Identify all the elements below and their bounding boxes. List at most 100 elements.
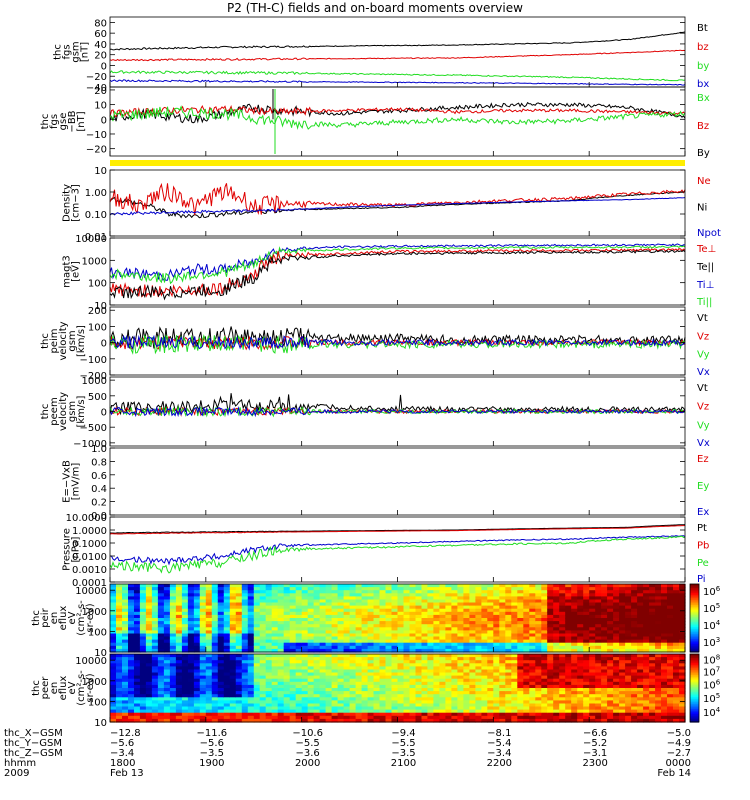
peer-cell: [559, 688, 566, 692]
peir-cell: [559, 642, 566, 647]
peer-cell: [493, 654, 500, 658]
peir-cell: [277, 614, 285, 619]
peir-cell: [637, 621, 644, 625]
peer-cell: [649, 703, 656, 708]
peer-cell: [283, 672, 291, 677]
peer-cell: [433, 672, 440, 677]
peer-cell: [355, 706, 363, 711]
peir-cell: [367, 587, 375, 591]
peir-cell: [343, 596, 351, 601]
peer-cell: [134, 712, 141, 717]
peir-cell: [343, 630, 351, 635]
peir-cell: [343, 590, 351, 594]
peir-cell: [565, 645, 572, 650]
peer-cell: [241, 715, 249, 720]
peir-cell: [187, 608, 195, 613]
peir-cell: [601, 618, 608, 622]
fgs_gsm-frame: [109, 16, 686, 88]
peir-cell: [511, 648, 518, 653]
peir-cell: [595, 642, 602, 647]
peir-cell: [205, 621, 213, 625]
peer-cell: [122, 709, 129, 714]
peir-ytick-label: 1000: [82, 607, 107, 618]
peer-cell: [217, 697, 225, 701]
peer-cell: [313, 718, 321, 723]
peir-cell: [529, 605, 536, 610]
peir-cell: [427, 596, 434, 601]
peir-cell: [427, 593, 434, 597]
peer-cell: [349, 709, 357, 714]
peir-cell: [223, 587, 231, 591]
peir-cell: [673, 599, 680, 604]
peir-cell: [439, 624, 446, 628]
peer-cell: [110, 660, 117, 664]
peer-cell: [271, 672, 279, 677]
peir-cell: [337, 605, 345, 610]
xaxis-y-value: −4.9: [667, 738, 691, 749]
peer-colorbar-seg: [690, 671, 699, 674]
peer-cell: [553, 681, 560, 686]
peir-cell: [289, 605, 297, 610]
peir-cell: [529, 621, 536, 625]
peer-cell: [415, 688, 423, 692]
peer-cell: [613, 706, 620, 711]
peim_vel-ytick-label: −200: [80, 371, 107, 382]
fgs_gse-ylabel: gse: [58, 113, 69, 131]
peir-cell: [295, 621, 303, 625]
peir-cell: [433, 648, 440, 653]
peer-cell: [667, 672, 674, 677]
peir-cell: [475, 590, 482, 594]
peer-cell: [355, 684, 363, 689]
peir-cell: [421, 627, 429, 631]
peer-cell: [469, 694, 476, 698]
peer-cell: [535, 697, 542, 701]
peer-cell: [601, 654, 608, 658]
peer-cell: [607, 688, 614, 692]
peir-cell: [397, 639, 405, 644]
peer-cell: [451, 697, 458, 701]
peir-cell: [187, 611, 195, 616]
peir-cell: [289, 642, 297, 647]
peir-cell: [301, 599, 309, 604]
peer-cell: [595, 684, 602, 689]
peir-cell: [139, 624, 147, 628]
peir-cell: [577, 648, 584, 653]
peer-cell: [337, 694, 345, 698]
peer-cell: [535, 700, 542, 705]
peer-cell: [613, 703, 620, 708]
density-ytick-label: 0.10: [85, 210, 107, 221]
peir-cell: [643, 621, 650, 625]
peer-cell: [547, 660, 554, 664]
peer-cell: [589, 694, 596, 698]
peir-cell: [247, 624, 255, 628]
peer-cell: [283, 697, 291, 701]
peir-cell: [559, 590, 566, 594]
peer-cell: [181, 700, 189, 705]
peer-cell: [589, 657, 596, 661]
peir-cell: [679, 645, 686, 650]
peer-cell: [631, 660, 638, 664]
peir-cell: [271, 624, 279, 628]
peir-cell: [403, 587, 411, 591]
peir-cell: [277, 624, 285, 628]
peir-cell: [265, 636, 273, 641]
peer-cell: [169, 688, 177, 692]
peir-cell: [205, 599, 213, 604]
peir-cell: [151, 621, 159, 625]
peir-cell: [241, 627, 249, 631]
peer-cell: [457, 681, 464, 686]
peer-cell: [295, 669, 303, 674]
peer-cell: [247, 675, 255, 680]
peir-cell: [481, 630, 488, 635]
peer-cell: [553, 660, 560, 664]
peer-cell: [577, 694, 584, 698]
peir-cell: [289, 602, 297, 607]
peer-cell: [247, 700, 255, 705]
peir-cell: [134, 584, 141, 588]
peir-cell: [625, 639, 632, 644]
peir-cell: [589, 593, 596, 597]
peer-cell: [631, 709, 638, 714]
peir-cell: [235, 639, 243, 644]
peir-cell: [511, 590, 518, 594]
peir-cell: [415, 611, 423, 616]
